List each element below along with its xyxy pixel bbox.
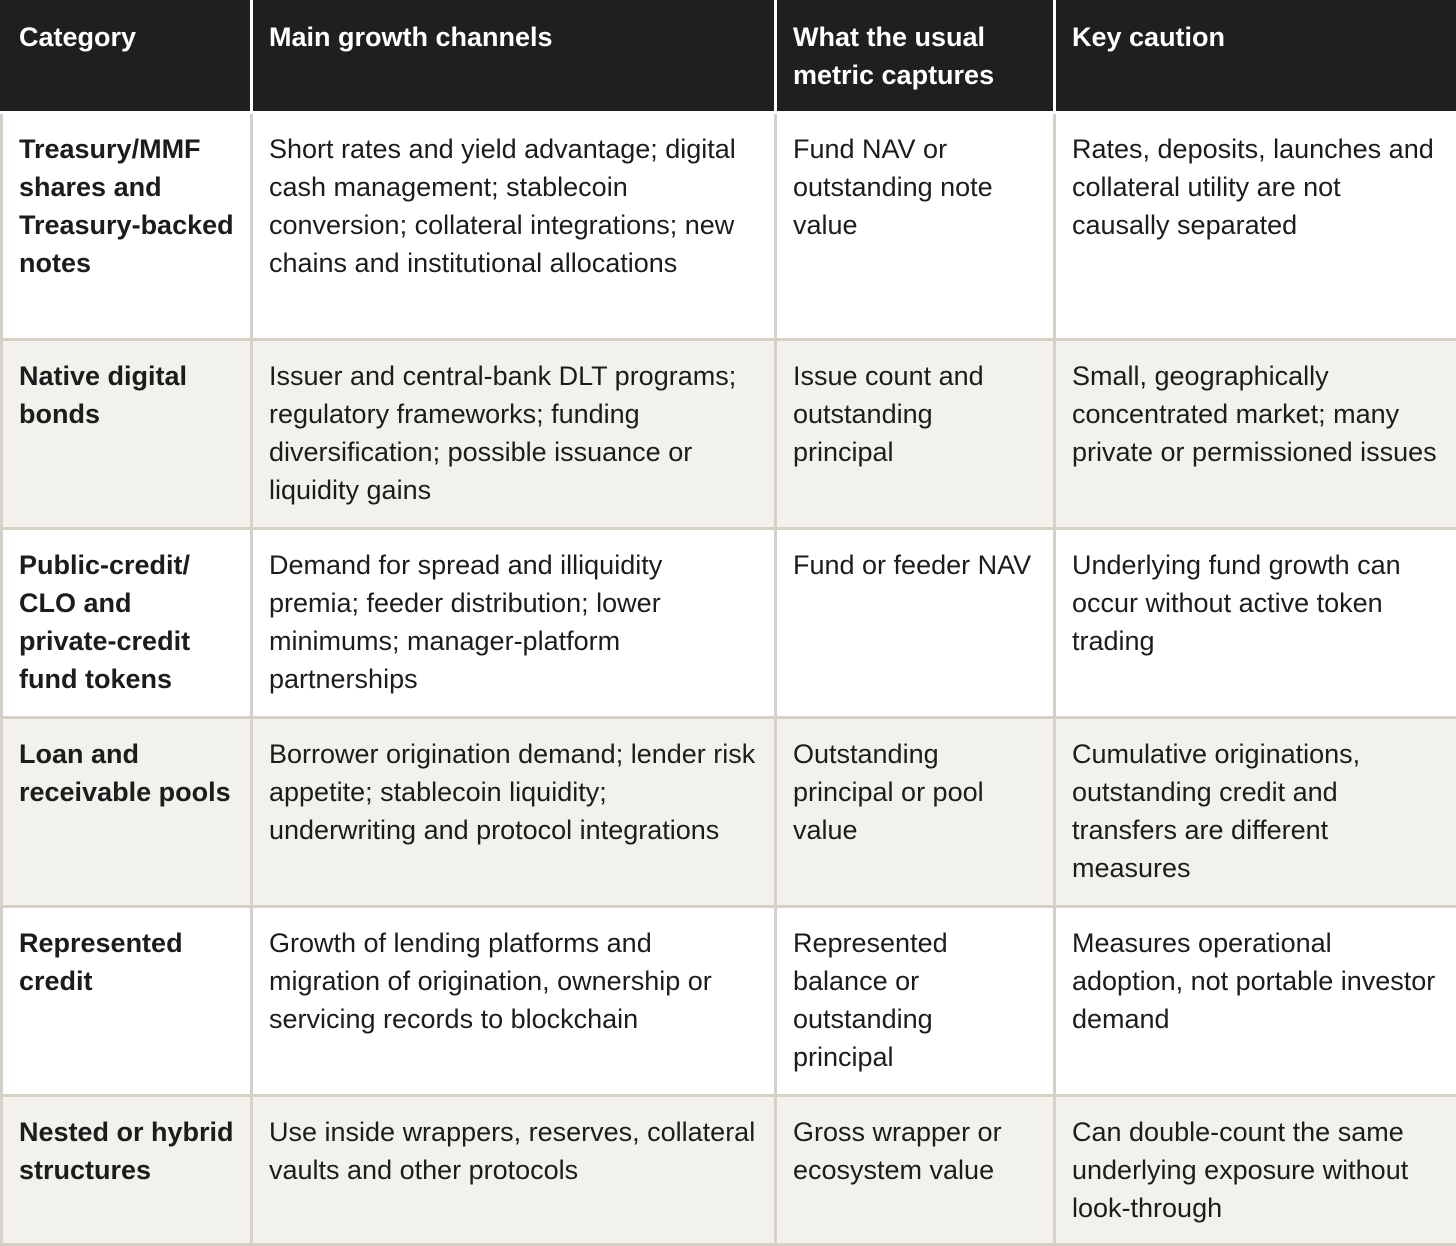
table-row: Nested or hybrid structures Use inside w… (2, 1096, 1456, 1245)
caution-cell: Rates, deposits, launches and collateral… (1055, 113, 1456, 340)
growth-channels-cell: Demand for spread and illiquidity premia… (252, 529, 776, 718)
metric-cell: Fund NAV or outstanding note value (776, 113, 1055, 340)
category-cell: Native digital bonds (2, 340, 252, 529)
caution-cell: Small, geographically concentrated marke… (1055, 340, 1456, 529)
caution-cell: Cumulative originations, outstanding cre… (1055, 718, 1456, 907)
metric-cell: Issue count and outstanding principal (776, 340, 1055, 529)
table-row: Public-credit/ CLO and private-credit fu… (2, 529, 1456, 718)
header-key-caution: Key caution (1055, 2, 1456, 113)
caution-cell: Can double-count the same underlying exp… (1055, 1096, 1456, 1245)
category-cell: Treasury/MMF shares and Treasury-backed … (2, 113, 252, 340)
header-main-growth-channels: Main growth channels (252, 2, 776, 113)
header-row: Category Main growth channels What the u… (2, 2, 1456, 113)
growth-channels-cell: Borrower origination demand; lender risk… (252, 718, 776, 907)
category-cell: Nested or hybrid structures (2, 1096, 252, 1245)
growth-channels-cell: Short rates and yield advantage; digital… (252, 113, 776, 340)
growth-channels-cell: Use inside wrappers, reserves, collatera… (252, 1096, 776, 1245)
category-cell: Loan and receivable pools (2, 718, 252, 907)
header-category: Category (2, 2, 252, 113)
caution-cell: Measures operational adoption, not porta… (1055, 907, 1456, 1096)
table-row: Treasury/MMF shares and Treasury-backed … (2, 113, 1456, 340)
category-cell: Public-credit/ CLO and private-credit fu… (2, 529, 252, 718)
caution-cell: Underlying fund growth can occur without… (1055, 529, 1456, 718)
metric-cell: Represented balance or outstanding princ… (776, 907, 1055, 1096)
metric-cell: Outstanding principal or pool value (776, 718, 1055, 907)
table-row: Loan and receivable pools Borrower origi… (2, 718, 1456, 907)
growth-channels-cell: Growth of lending platforms and migratio… (252, 907, 776, 1096)
table-row: Native digital bonds Issuer and central-… (2, 340, 1456, 529)
category-cell: Represented credit (2, 907, 252, 1096)
header-usual-metric: What the usual metric captures (776, 2, 1055, 113)
metric-cell: Fund or feeder NAV (776, 529, 1055, 718)
metric-cell: Gross wrapper or ecosystem value (776, 1096, 1055, 1245)
table-row: Represented credit Growth of lending pla… (2, 907, 1456, 1096)
growth-channels-cell: Issuer and central-bank DLT programs; re… (252, 340, 776, 529)
